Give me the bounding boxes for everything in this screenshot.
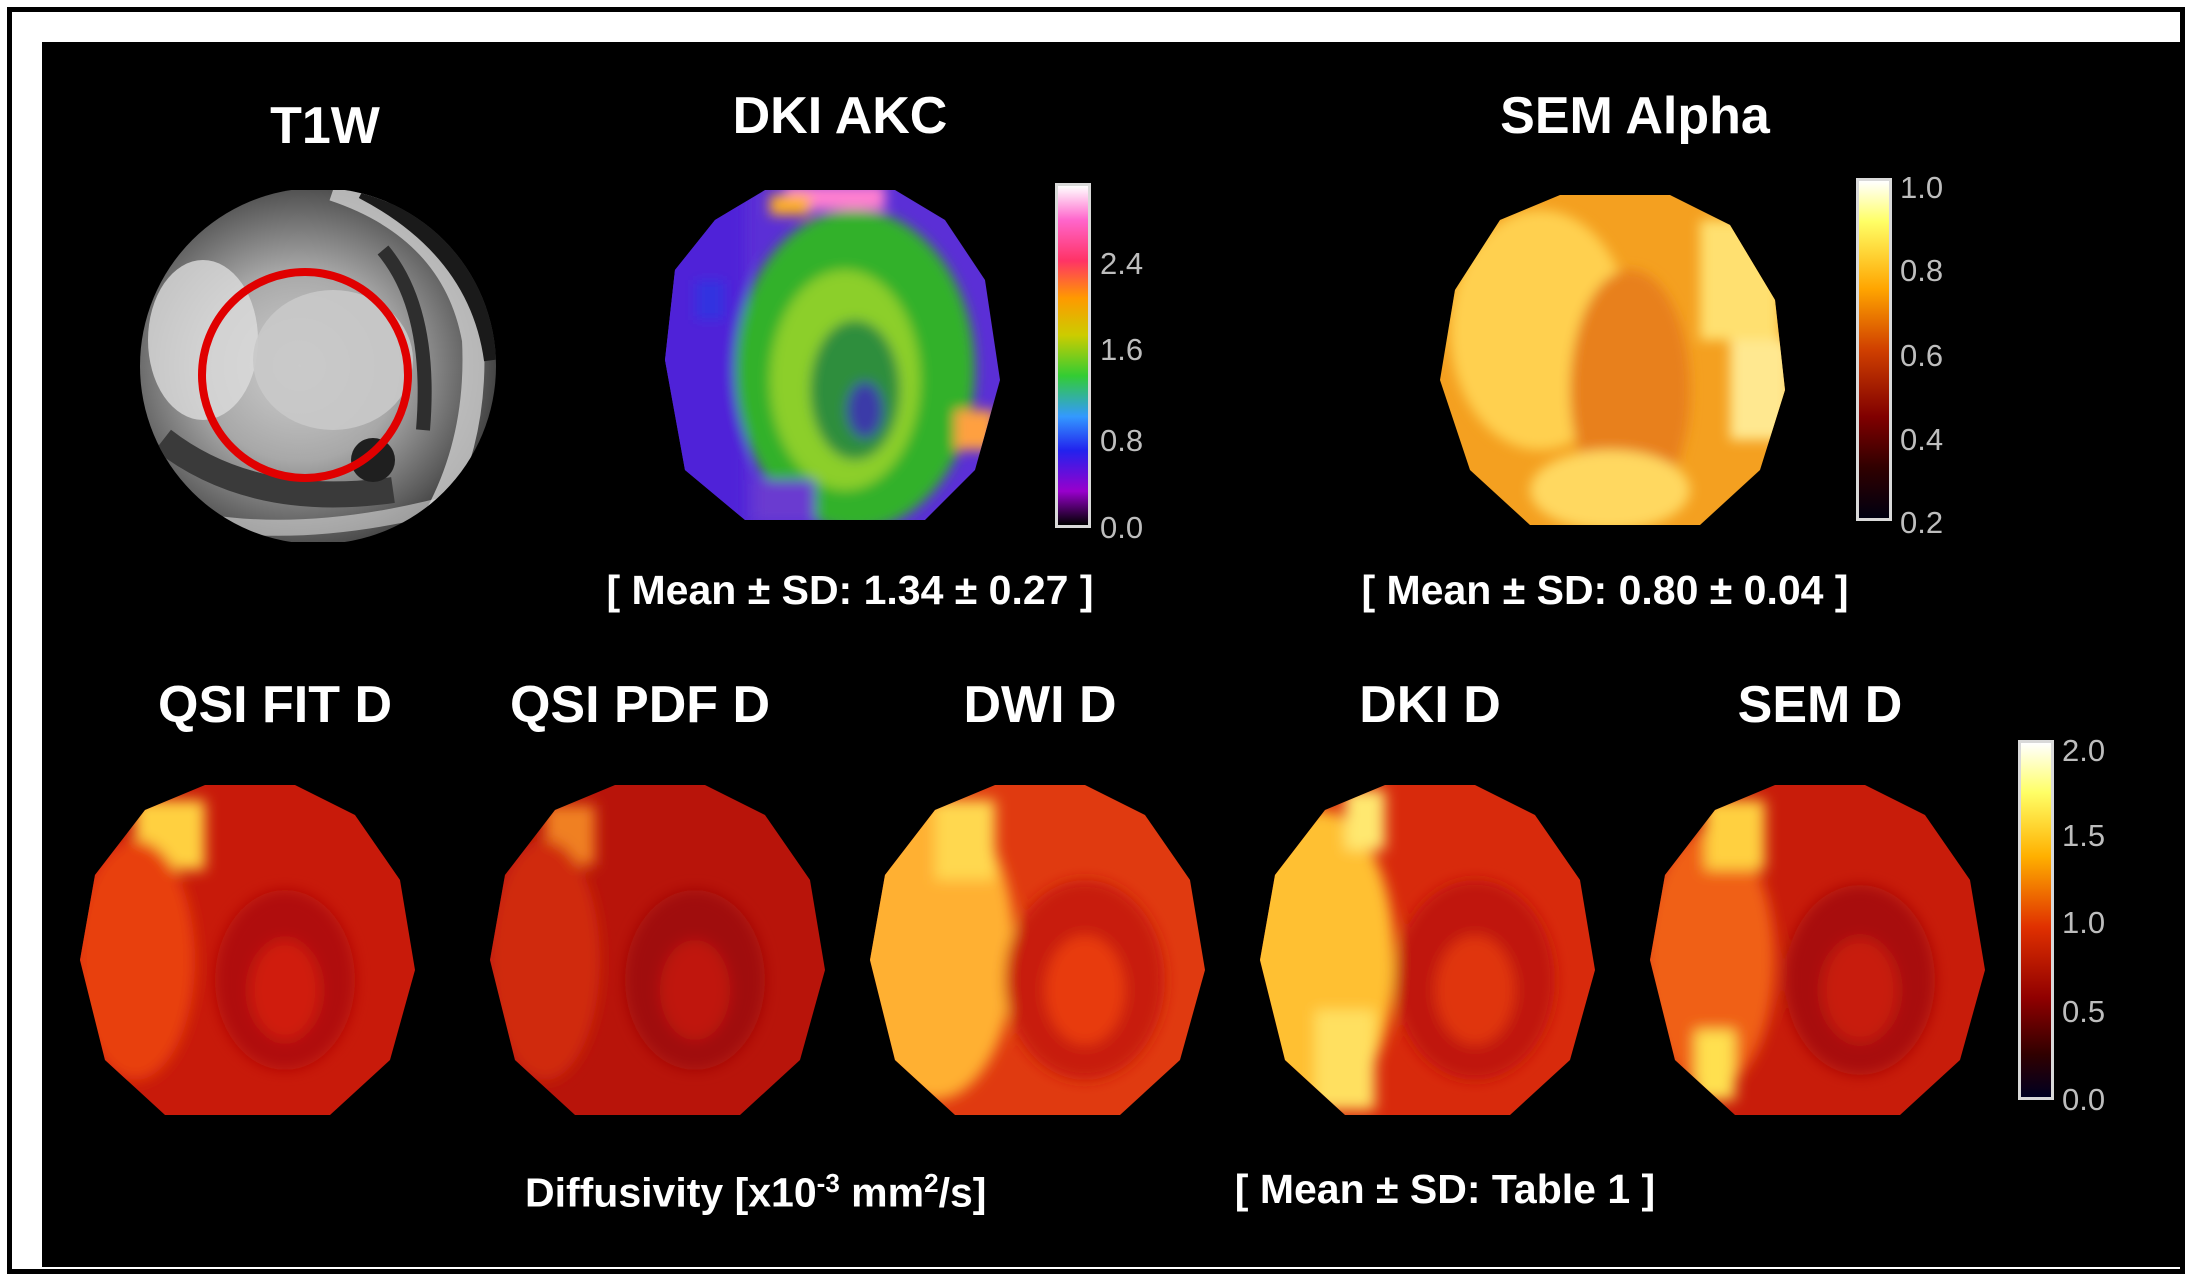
title-t1w: T1W [270, 97, 380, 155]
diffusivity-colorbar [2018, 740, 2054, 1100]
sem-alpha-map [1440, 195, 1785, 525]
stat-sem-alpha: [ Mean ± SD: 0.80 ± 0.04 ] [1361, 567, 1849, 613]
akc-tick-1.6: 1.6 [1100, 332, 1144, 367]
sem-d-map [1650, 785, 1985, 1115]
alpha-colorbar [1856, 178, 1892, 521]
alpha-tick-0.4: 0.4 [1900, 422, 1944, 457]
diffusivity-tick-2.0: 2.0 [2062, 733, 2106, 768]
dki-d-map [1260, 785, 1595, 1115]
title-sem-alpha: SEM Alpha [1500, 87, 1770, 145]
t1w-image [140, 190, 496, 542]
stat-diffusivity: [ Mean ± SD: Table 1 ] [1234, 1166, 1656, 1212]
alpha-tick-0.2: 0.2 [1900, 505, 1944, 540]
alpha-tick-0.6: 0.6 [1900, 338, 1944, 373]
title-dwi-d: DWI D [963, 676, 1117, 734]
stat-dki-akc: [ Mean ± SD: 1.34 ± 0.27 ] [606, 567, 1094, 613]
dki-akc-map [665, 190, 1000, 520]
title-qsi-pdf-d: QSI PDF D [509, 676, 771, 734]
qsi-pdf-d-map [490, 785, 825, 1115]
title-dki-d: DKI D [1359, 676, 1501, 734]
title-sem-d: SEM D [1737, 676, 1903, 734]
title-qsi-fit-d: QSI FIT D [158, 676, 392, 734]
diffusivity-tick-0.0: 0.0 [2062, 1082, 2106, 1117]
alpha-tick-0.8: 0.8 [1900, 253, 1944, 288]
akc-tick-0.0: 0.0 [1100, 510, 1144, 545]
diffusivity-tick-1.5: 1.5 [2062, 818, 2106, 853]
diffusivity-tick-0.5: 0.5 [2062, 994, 2106, 1029]
diffusivity-tick-1.0: 1.0 [2062, 905, 2106, 940]
akc-colorbar [1055, 183, 1091, 528]
diffusivity-units-label: Diffusivity [x10-3 mm2/s] [525, 1168, 987, 1216]
roi-circle [198, 268, 412, 482]
alpha-tick-1.0: 1.0 [1900, 170, 1944, 205]
title-dki-akc: DKI AKC [732, 87, 948, 145]
dwi-d-map [870, 785, 1205, 1115]
akc-tick-2.4: 2.4 [1100, 246, 1144, 281]
qsi-fit-d-map [80, 785, 415, 1115]
akc-tick-0.8: 0.8 [1100, 423, 1144, 458]
